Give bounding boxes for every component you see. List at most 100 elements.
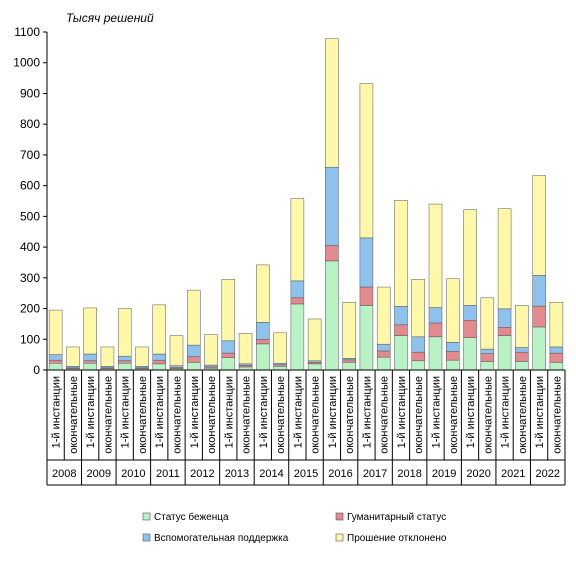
bar-segment (48, 309, 63, 355)
legend-swatch (335, 512, 344, 521)
bar-segment (290, 297, 305, 305)
bar-segment (135, 346, 149, 367)
bar-segment (411, 336, 425, 353)
bar-segment (117, 308, 132, 357)
y-tick-label: 400 (20, 240, 40, 254)
bar-segment (325, 260, 339, 371)
bar-segment (187, 356, 201, 363)
bar-segment (238, 333, 253, 365)
x-category-label: окончательные (517, 376, 529, 454)
bar-segment (480, 348, 495, 354)
bar-segment (394, 306, 408, 326)
bar-segment (376, 350, 391, 358)
year-label: 2012 (190, 468, 214, 480)
bar-segment (325, 166, 339, 246)
bar-segment (256, 343, 270, 371)
legend-swatch (142, 533, 151, 542)
bar-segment (342, 362, 356, 371)
bar-segment (497, 335, 512, 371)
legend-label: Прошение отклонено (347, 533, 447, 544)
bar-segment (152, 304, 166, 355)
y-axis-title: Тысяч решений (66, 11, 154, 25)
bar-segment (204, 364, 218, 368)
bar-segment (428, 203, 443, 308)
year-label: 2018 (397, 468, 421, 480)
bar-segment (463, 337, 477, 371)
y-tick-label: 300 (20, 271, 40, 285)
bar-segment (394, 200, 408, 307)
year-label: 2016 (328, 468, 352, 480)
x-category-label: окончательные (102, 376, 114, 454)
bar-segment (515, 361, 529, 371)
x-category-label: 1-й инстанции (534, 376, 546, 448)
bar-segment (117, 362, 132, 371)
y-tick-label: 800 (20, 117, 40, 131)
bar-segment (359, 305, 374, 371)
bar-segment (549, 302, 564, 348)
bar-segment (290, 280, 305, 299)
x-category-label: окончательные (448, 376, 460, 454)
bar-segment (497, 208, 512, 310)
year-label: 2022 (535, 468, 559, 480)
legend: Статус беженца Гуманитарный статус Вспомог… (142, 511, 447, 544)
bar-segment (307, 318, 322, 362)
bar-segment (100, 346, 115, 367)
bar-segment (325, 38, 339, 168)
year-label: 2015 (294, 468, 318, 480)
x-category-label: окончательные (344, 376, 356, 454)
x-category-label: окончательные (137, 376, 149, 454)
year-label: 2013 (225, 468, 249, 480)
x-category-label: окончательные (275, 376, 287, 454)
x-category-label: окончательные (413, 376, 425, 454)
legend-label: Статус беженца (154, 511, 229, 523)
x-category-label: окончательные (68, 376, 80, 454)
bar-segment (117, 360, 132, 364)
year-label: 2017 (363, 468, 387, 480)
year-label: 2019 (432, 468, 456, 480)
legend-label: Вспомогательная поддержка (154, 533, 289, 544)
bar-segment (549, 346, 564, 354)
bar-segment (376, 286, 391, 345)
y-tick-label: 100 (20, 332, 40, 346)
year-label: 2009 (87, 468, 111, 480)
bar-segment (497, 327, 512, 336)
x-axis: 1-й инстанции окончательные 1-й инстанции о… (46, 369, 566, 486)
y-tick-label: 0 (33, 363, 40, 377)
x-category-label: 1-й инстанции (465, 376, 477, 448)
bar-segment (515, 347, 529, 353)
bar-segment (117, 355, 132, 362)
bar-segment (446, 351, 460, 361)
year-label: 2011 (156, 468, 180, 480)
x-category-label: окончательные (379, 376, 391, 454)
bar-segment (152, 363, 166, 371)
y-tick-label: 600 (20, 179, 40, 193)
bar-segment (376, 356, 391, 371)
bar-segment (83, 362, 97, 371)
y-tick-label: 700 (20, 148, 40, 162)
bar-segment (532, 305, 546, 328)
bar-segment (342, 302, 356, 359)
bar-segment (187, 289, 201, 346)
bar-segment (256, 264, 270, 323)
x-category-label: 1-й инстанции (154, 376, 166, 448)
bar-segment (290, 198, 305, 282)
bar-segment (463, 305, 477, 321)
year-label: 2021 (501, 468, 525, 480)
bar-segment (256, 339, 270, 345)
x-category-label: окончательные (172, 376, 184, 454)
bar-segment (221, 340, 236, 354)
bar-segment (411, 279, 425, 338)
bar-segment (515, 351, 529, 362)
year-label: 2014 (259, 468, 283, 480)
bar-segment (532, 326, 546, 371)
bar-segment (48, 354, 63, 361)
x-category-label: 1-й инстанции (223, 376, 235, 448)
x-category-label: 1-й инстанции (361, 376, 373, 448)
bar-segment (480, 353, 495, 362)
x-category-label: окончательные (551, 376, 563, 454)
bar-segment (411, 351, 425, 362)
bar-segment (463, 319, 477, 338)
x-category-label: 1-й инстанции (327, 376, 339, 448)
bar-segment (48, 362, 63, 371)
